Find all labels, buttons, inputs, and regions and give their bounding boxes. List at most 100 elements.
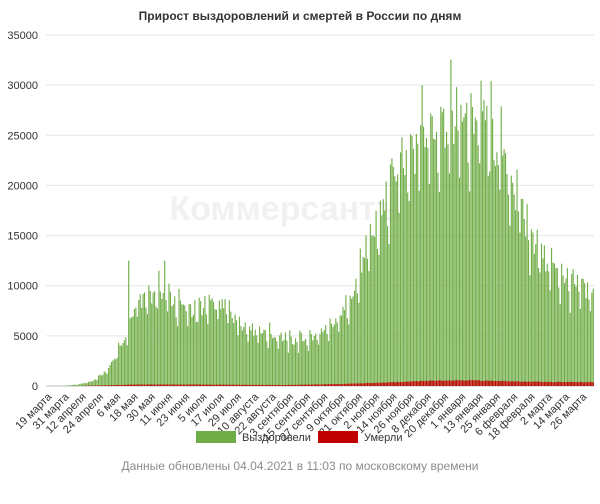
bar-recovered [218, 300, 220, 386]
bar-recovered [73, 384, 75, 386]
bar-deaths [280, 385, 282, 386]
bar-deaths [423, 381, 425, 386]
bar-recovered [175, 317, 177, 386]
bar-recovered [585, 298, 587, 386]
bar-recovered [141, 307, 143, 386]
bar-deaths [103, 385, 105, 386]
bar-deaths [479, 380, 481, 386]
bar-deaths [247, 384, 249, 386]
bar-recovered [202, 307, 205, 386]
bar-deaths [223, 384, 225, 386]
bar-recovered [105, 372, 107, 386]
bar-deaths [259, 384, 261, 386]
bar-recovered [211, 298, 213, 386]
bar-recovered [552, 262, 554, 386]
bar-deaths [532, 381, 534, 386]
bar-recovered [172, 304, 174, 386]
bar-deaths [290, 384, 292, 386]
bar-deaths [181, 384, 183, 386]
bar-deaths [260, 384, 262, 386]
bar-deaths [256, 384, 258, 386]
bar-recovered [450, 59, 452, 386]
bar-deaths [152, 384, 154, 386]
bar-recovered [178, 288, 180, 386]
bar-recovered [353, 290, 356, 386]
bar-recovered [556, 268, 558, 386]
bar-recovered [169, 291, 171, 386]
bar-deaths [328, 384, 330, 386]
bar-deaths [584, 382, 586, 386]
bar-recovered [481, 111, 484, 386]
bar-deaths [263, 384, 265, 386]
bar-recovered [456, 87, 458, 387]
bar-recovered [215, 309, 217, 386]
bar-recovered [231, 318, 233, 386]
bar-recovered [318, 344, 320, 386]
bar-deaths [368, 383, 370, 386]
bar-deaths [192, 384, 194, 386]
bar-deaths [487, 380, 489, 386]
bar-deaths [506, 381, 508, 386]
bar-deaths [253, 384, 255, 386]
bar-deaths [519, 381, 521, 386]
bar-deaths [227, 384, 229, 386]
bar-deaths [549, 381, 551, 386]
bar-recovered [503, 149, 505, 386]
bar-deaths [302, 384, 304, 386]
bar-deaths [172, 384, 174, 386]
bar-deaths [351, 383, 353, 386]
bar-recovered [165, 299, 167, 386]
bar-deaths [294, 384, 297, 386]
bar-recovered [447, 144, 449, 386]
bar-deaths [316, 384, 318, 386]
bar-recovered [257, 342, 259, 386]
bar-deaths [273, 384, 275, 386]
bar-recovered [260, 333, 262, 386]
y-tick-label: 0 [32, 381, 38, 393]
bar-deaths [359, 383, 361, 386]
bar-recovered [131, 317, 133, 386]
legend-label: Умерли [364, 432, 402, 444]
bar-recovered [335, 318, 337, 386]
bar-recovered [280, 332, 282, 386]
bar-deaths [97, 385, 100, 386]
bar-deaths [461, 380, 463, 386]
bar-deaths [158, 384, 160, 386]
bar-deaths [496, 381, 498, 386]
bar-deaths [99, 385, 101, 386]
bar-deaths [384, 382, 386, 386]
bar-recovered [329, 318, 331, 386]
bar-deaths [307, 384, 310, 386]
bar-deaths [509, 381, 511, 386]
bar-deaths [379, 382, 381, 386]
bar-recovered [372, 235, 374, 386]
bar-recovered [213, 301, 215, 386]
bar-deaths [457, 380, 459, 386]
bar-recovered [578, 291, 580, 386]
bar-recovered [510, 175, 512, 386]
legend-swatch [196, 431, 236, 443]
bar-recovered [582, 278, 584, 386]
bar-recovered [305, 338, 307, 386]
bar-recovered [421, 85, 423, 386]
bar-recovered [69, 385, 71, 386]
bar-recovered [535, 244, 537, 386]
bar-deaths [539, 381, 541, 386]
bar-recovered [86, 382, 88, 386]
bar-recovered [122, 343, 124, 386]
bar-deaths [356, 383, 358, 386]
bar-recovered [351, 298, 353, 386]
bar-deaths [136, 384, 138, 386]
bar-deaths [246, 384, 248, 386]
bar-recovered [92, 381, 94, 386]
bar-recovered [512, 182, 514, 386]
bar-deaths [526, 381, 528, 386]
bar-deaths [458, 380, 461, 386]
bar-deaths [545, 381, 547, 386]
bar-deaths [188, 384, 190, 386]
bar-deaths [467, 380, 469, 386]
bar-deaths [446, 380, 448, 386]
bar-recovered [194, 300, 196, 386]
y-tick-label: 35000 [7, 30, 38, 42]
bar-deaths [466, 380, 468, 386]
